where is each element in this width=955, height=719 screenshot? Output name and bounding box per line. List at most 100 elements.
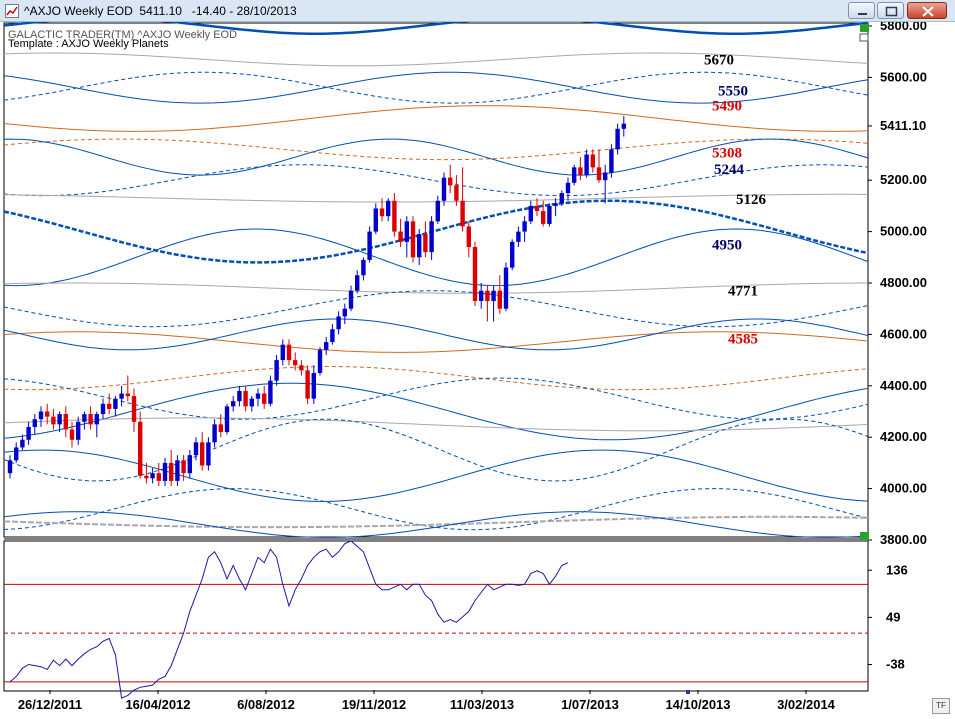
close-button[interactable] — [907, 2, 947, 19]
planet-line-15 — [3, 366, 869, 391]
planet-line-17 — [3, 382, 869, 441]
candle-body — [454, 185, 459, 201]
candle-body — [392, 200, 397, 232]
header-line1: GALACTIC TRADER(TM) ^AXJO Weekly EOD — [8, 29, 237, 41]
candle-body — [460, 200, 465, 227]
candle-body — [435, 200, 440, 222]
planet-line-2 — [3, 71, 869, 104]
candle-body — [187, 455, 192, 474]
candle-body — [336, 316, 341, 330]
planet-line-21 — [3, 488, 869, 531]
candle-body — [113, 398, 118, 409]
candle-body — [578, 167, 583, 176]
level-label-5244: 5244 — [714, 162, 745, 178]
minimize-button[interactable] — [848, 2, 875, 19]
candle-body — [355, 275, 360, 291]
planet-line-3 — [3, 71, 869, 104]
candle-body — [386, 200, 391, 217]
candle-body — [268, 380, 273, 404]
candle-body — [107, 403, 112, 409]
candle-body — [26, 426, 31, 440]
date-tick-label: 3/02/2014 — [777, 697, 836, 712]
maximize-icon — [885, 6, 898, 17]
candle-body — [485, 290, 490, 301]
price-tick-label: 3800.00 — [880, 532, 927, 547]
candle-body — [503, 267, 509, 309]
candle-body — [317, 349, 323, 373]
candle-body — [45, 411, 50, 417]
oscillator — [4, 540, 868, 699]
scale-top-button[interactable] — [860, 24, 869, 32]
candle-body — [32, 419, 37, 427]
candle-body — [280, 344, 285, 361]
candle-body — [541, 211, 546, 224]
date-tick-label: 26/12/2011 — [18, 697, 82, 712]
price-tick-label: 5600.00 — [880, 69, 927, 84]
timeframe-button[interactable]: TF — [932, 698, 950, 714]
level-label-5490: 5490 — [712, 99, 742, 115]
planet-line-11 — [3, 282, 868, 294]
candle-body — [14, 447, 19, 461]
candle-body — [348, 290, 354, 309]
candle-body — [497, 290, 502, 309]
candle-body — [169, 462, 174, 481]
price-tick-label: 5800.00 — [880, 22, 927, 33]
title-bar: ^AXJO Weekly EOD 5411.10 -14.40 - 28/10/… — [0, 0, 955, 22]
level-label-5126: 5126 — [736, 192, 767, 208]
header-line2: Template : AXJO Weekly Planets — [8, 38, 169, 50]
candle-body — [51, 416, 56, 425]
candle-body — [429, 221, 434, 253]
planet-line-19 — [3, 418, 869, 482]
candle-body — [547, 205, 552, 224]
candles — [7, 115, 626, 487]
planet-line-23 — [3, 511, 869, 538]
candle-body — [63, 414, 68, 430]
price-tick-label: 5000.00 — [880, 224, 927, 239]
candle-body — [572, 167, 577, 183]
scale-toggle-button[interactable] — [859, 33, 869, 42]
maximize-button[interactable] — [877, 2, 904, 19]
candle-body — [441, 177, 447, 201]
candle-body — [466, 226, 471, 248]
candle-body — [510, 241, 515, 268]
candle-body — [559, 193, 564, 204]
weekly-chart[interactable]: 5800.00 5600.00 5411.10 5200.00 5000.00 4800.… — [0, 22, 955, 719]
candle-body — [565, 182, 571, 194]
candle-body — [361, 259, 366, 276]
scale-bottom-button[interactable] — [860, 532, 869, 540]
level-label-5550: 5550 — [718, 83, 748, 99]
price-tick-label: 4800.00 — [880, 275, 927, 290]
close-icon — [922, 6, 934, 17]
planet-line-13 — [3, 331, 869, 353]
date-tick-label: 14/10/2013 — [665, 697, 730, 712]
candle-body — [175, 460, 180, 481]
candle-body — [553, 203, 558, 206]
price-axis: 5800.00 5600.00 5411.10 5200.00 5000.00 4800.… — [868, 22, 927, 547]
candle-body — [293, 360, 298, 366]
date-tick-label: 16/04/2012 — [125, 697, 190, 712]
candle-body — [88, 414, 93, 425]
candle-body — [200, 442, 205, 466]
candle-body — [20, 439, 25, 448]
candle-body — [162, 462, 168, 481]
candle-body — [38, 411, 44, 420]
candle-body — [249, 398, 254, 407]
candle-body — [516, 231, 521, 242]
candle-body — [125, 393, 130, 397]
osc-tick-label: -38 — [886, 657, 905, 672]
candle-body — [479, 290, 484, 301]
planet-line-14 — [3, 318, 869, 351]
candle-body — [76, 421, 81, 440]
date-tick-label: 19/11/2012 — [342, 697, 406, 712]
candle-body — [404, 221, 409, 242]
candle-body — [100, 403, 106, 415]
candle-body — [423, 234, 428, 253]
candle-body — [262, 393, 267, 404]
candle-body — [274, 360, 279, 381]
planet-line-1 — [3, 52, 869, 67]
level-label-4585: 4585 — [728, 331, 758, 347]
planet-line-4 — [3, 105, 869, 132]
date-axis: 26/12/2011 16/04/2012 6/08/2012 19/11/2012 1… — [18, 690, 836, 712]
candle-body — [590, 154, 595, 168]
candle-body — [150, 473, 155, 479]
